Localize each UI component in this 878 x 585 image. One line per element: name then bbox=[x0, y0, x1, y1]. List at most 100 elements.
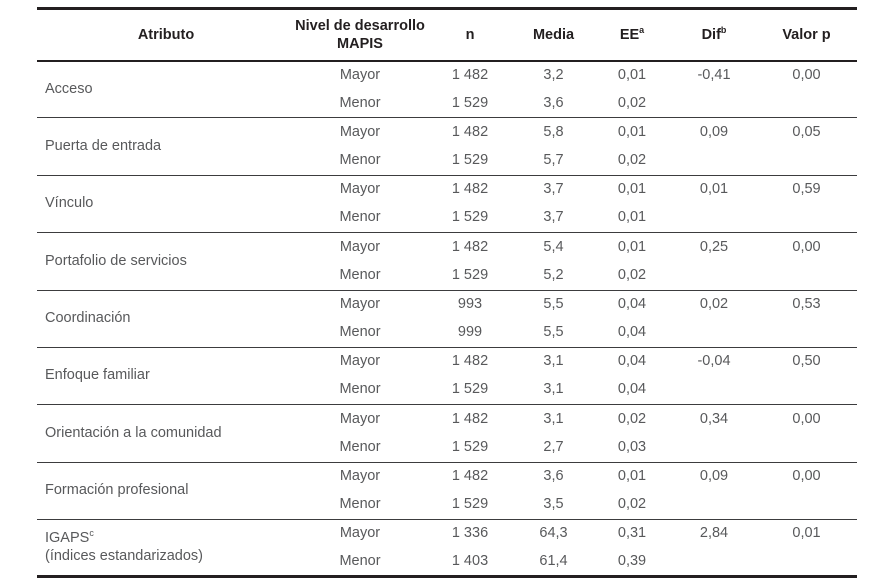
col-header-dif: Difb bbox=[672, 8, 756, 62]
dif-cell bbox=[672, 147, 756, 176]
n-cell: 1 482 bbox=[425, 117, 515, 147]
table-body: Acceso Mayor 1 482 3,2 0,01 -0,41 0,00 Menor 1 5… bbox=[37, 59, 857, 577]
media-cell: 5,2 bbox=[543, 266, 564, 283]
media-cell: 3,1 bbox=[543, 381, 564, 398]
nivel-cell: Mayor bbox=[295, 404, 425, 434]
valor_p-cell: 0,01 bbox=[756, 519, 857, 549]
attribute-cell: Portafolio de servicios bbox=[37, 232, 295, 290]
ee-cell: 0,01 bbox=[592, 117, 672, 147]
ee-cell: 0,01 bbox=[592, 232, 672, 262]
dif-cell: -0,41 bbox=[672, 60, 756, 90]
ee-cell: 0,01 bbox=[592, 461, 672, 491]
ee-cell: 0,02 bbox=[617, 496, 647, 513]
n-cell: 999 bbox=[457, 324, 483, 341]
nivel-cell: Menor bbox=[339, 438, 381, 455]
table-row: Menor 1 529 3,7 0,01 bbox=[37, 204, 857, 233]
media-cell: 2,7 bbox=[543, 438, 564, 455]
attribute-name: Formación profesional bbox=[45, 482, 189, 499]
dif-cell bbox=[672, 261, 756, 290]
table-row: Menor 1 529 3,6 0,02 bbox=[37, 89, 857, 118]
col-header-ee: EEa bbox=[592, 8, 672, 62]
dif-footnote-mark: b bbox=[720, 24, 727, 35]
media-cell: 3,7 bbox=[543, 209, 564, 226]
ee-cell: 0,04 bbox=[592, 346, 672, 377]
media-cell: 5,5 bbox=[515, 289, 592, 319]
n-cell: 1 529 bbox=[451, 151, 489, 168]
n-cell: 1 482 bbox=[425, 461, 515, 491]
nivel-cell: Menor bbox=[339, 94, 381, 111]
mapis-attributes-table: Atributo Nivel de desarrollo MAPIS n Med… bbox=[37, 7, 857, 579]
table-row: Portafolio de servicios Mayor 1 482 5,4 0,01… bbox=[37, 232, 857, 290]
ee-cell: 0,04 bbox=[592, 289, 672, 319]
table-row: Coordinación Mayor 993 5,5 0,04 0,02 0,53 bbox=[37, 289, 857, 348]
media-cell: 3,7 bbox=[515, 174, 592, 204]
media-cell: 64,3 bbox=[515, 519, 592, 549]
nivel-cell: Mayor bbox=[295, 174, 425, 204]
col-header-valor-p: Valor p bbox=[756, 8, 857, 62]
attribute-name: Puerta de entrada bbox=[45, 137, 162, 154]
attribute-name: Portafolio de servicios bbox=[45, 252, 187, 269]
attribute-cell: Puerta de entrada bbox=[37, 117, 295, 176]
valor_p-cell: 0,05 bbox=[756, 117, 857, 147]
valor_p-cell: 0,00 bbox=[756, 60, 857, 90]
table-row: Enfoque familiar Mayor 1 482 3,1 0,04 -0,04 0,… bbox=[37, 346, 857, 405]
attribute-name-line2: (índices estandarizados) bbox=[45, 547, 203, 564]
ee-cell: 0,02 bbox=[617, 94, 647, 111]
dif-cell: 0,01 bbox=[672, 174, 756, 204]
valor_p-cell bbox=[756, 319, 857, 348]
media-cell: 3,6 bbox=[543, 94, 564, 111]
nivel-cell: Mayor bbox=[295, 232, 425, 262]
n-cell: 1 482 bbox=[425, 60, 515, 90]
valor_p-cell: 0,00 bbox=[756, 461, 857, 491]
attribute-name: Acceso bbox=[45, 80, 93, 97]
n-cell: 1 482 bbox=[425, 404, 515, 434]
valor_p-cell bbox=[756, 491, 857, 520]
n-cell: 1 482 bbox=[425, 232, 515, 262]
nivel-cell: Menor bbox=[339, 266, 381, 283]
table-row: Menor 1 403 61,4 0,39 bbox=[37, 548, 857, 577]
valor_p-cell bbox=[756, 261, 857, 290]
dif-cell: 0,34 bbox=[672, 404, 756, 434]
ee-cell: 0,02 bbox=[617, 266, 647, 283]
dif-cell: -0,04 bbox=[672, 346, 756, 377]
valor_p-cell: 0,00 bbox=[756, 404, 857, 434]
ee-cell: 0,31 bbox=[592, 519, 672, 549]
ee-cell: 0,03 bbox=[617, 438, 647, 455]
header-row: Atributo Nivel de desarrollo MAPIS n Med… bbox=[37, 8, 857, 62]
media-cell: 3,1 bbox=[515, 404, 592, 434]
table-row: Puerta de entrada Mayor 1 482 5,8 0,01 0,09 0,… bbox=[37, 117, 857, 176]
n-cell: 1 529 bbox=[451, 381, 489, 398]
n-cell: 1 529 bbox=[451, 438, 489, 455]
dif-cell bbox=[672, 376, 756, 405]
dif-cell bbox=[672, 491, 756, 520]
table-row: Orientación a la comunidad Mayor 1 482 3,1 0… bbox=[37, 404, 857, 463]
ee-cell: 0,02 bbox=[592, 404, 672, 434]
valor_p-cell bbox=[756, 548, 857, 577]
col-header-media: Media bbox=[515, 8, 592, 62]
media-cell: 3,1 bbox=[515, 346, 592, 377]
nivel-cell: Menor bbox=[339, 553, 381, 570]
col-header-atributo: Atributo bbox=[37, 8, 295, 62]
attribute-cell: IGAPSc (índices estandarizados) bbox=[37, 518, 295, 577]
nivel-cell: Menor bbox=[339, 151, 381, 168]
attribute-cell: Orientación a la comunidad bbox=[37, 404, 295, 463]
attribute-name: Coordinación bbox=[45, 309, 131, 326]
ee-cell: 0,01 bbox=[617, 209, 647, 226]
n-cell: 1 482 bbox=[425, 174, 515, 204]
table-row: Menor 1 529 3,1 0,04 bbox=[37, 376, 857, 405]
valor_p-cell bbox=[756, 204, 857, 233]
ee-cell: 0,04 bbox=[617, 381, 647, 398]
n-cell: 1 529 bbox=[451, 496, 489, 513]
nivel-cell: Menor bbox=[339, 209, 381, 226]
table-row: Acceso Mayor 1 482 3,2 0,01 -0,41 0,00 bbox=[37, 59, 857, 118]
valor_p-cell bbox=[756, 89, 857, 118]
media-cell: 61,4 bbox=[539, 553, 568, 570]
media-cell: 3,6 bbox=[515, 461, 592, 491]
attribute-name: Orientación a la comunidad bbox=[45, 424, 222, 441]
table-row: Menor 999 5,5 0,04 bbox=[37, 319, 857, 348]
media-cell: 5,4 bbox=[515, 232, 592, 262]
dif-cell: 0,25 bbox=[672, 232, 756, 262]
dif-cell bbox=[672, 548, 756, 577]
ee-cell: 0,04 bbox=[617, 324, 647, 341]
nivel-cell: Mayor bbox=[295, 60, 425, 90]
